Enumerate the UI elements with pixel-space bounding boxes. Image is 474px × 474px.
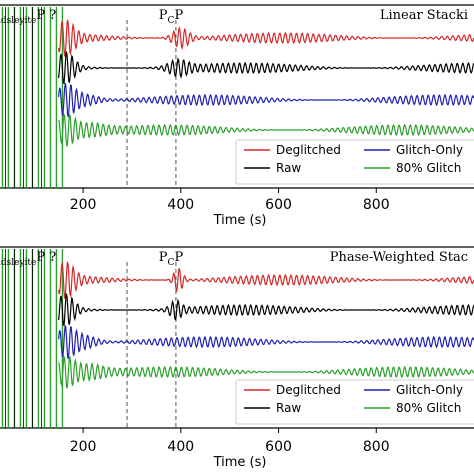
x-tick-label: 400 [167,439,194,455]
legend-label: Deglitched [276,383,341,397]
x-tick-label: 400 [167,197,194,213]
legend-label: Deglitched [276,143,341,157]
legend: Deglitched Glitch-Only Raw 80% Glitch [235,139,474,185]
series-raw [58,293,474,327]
x-tick-label: 600 [265,197,292,213]
panel-title: Phase-Weighted Stac [330,250,468,265]
x-tick-label: 800 [363,439,390,455]
x-tick-label: 800 [363,197,390,213]
legend-box [235,139,474,185]
series-80-glitch [58,355,474,389]
x-tick-label: 200 [70,439,97,455]
series-80-glitch [58,112,474,147]
series-deglitched [58,19,474,58]
legend-label: 80% Glitch [396,161,461,175]
phase-label-olivine: POlivine-WadsleyiteP ? [0,250,56,268]
initial-glitch [1,7,64,188]
series-glitch-only [58,83,474,118]
phase-label-pcp: PCP [159,8,184,26]
series-glitch-only [58,325,474,360]
panel-1: POlivine-WadsleyiteP ? PCP Linear Stacki 20… [0,4,474,228]
series-deglitched [58,261,474,300]
legend-label: Glitch-Only [396,383,463,397]
x-axis-label: Time (s) [213,455,267,470]
x-axis-label: Time (s) [213,213,267,228]
x-tick-label: 200 [70,197,97,213]
legend-box [235,379,474,425]
legend-label: Raw [276,161,301,175]
legend-label: 80% Glitch [396,401,461,415]
panel-2: POlivine-WadsleyiteP ? PCP Phase-Weighted … [0,246,474,470]
legend-label: Raw [276,401,301,415]
initial-glitch [1,249,64,428]
series-raw [58,51,474,85]
phase-label-olivine: POlivine-WadsleyiteP ? [0,8,56,26]
phase-label-pcp: PCP [159,250,184,268]
legend-label: Glitch-Only [396,143,463,157]
x-tick-label: 600 [265,439,292,455]
panel-title: Linear Stacki [380,8,468,23]
legend: Deglitched Glitch-Only Raw 80% Glitch [235,379,474,425]
